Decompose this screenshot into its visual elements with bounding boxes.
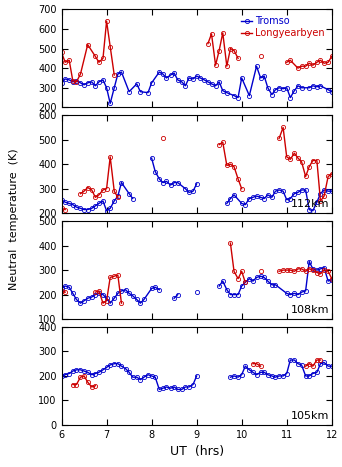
Text: 108km: 108km	[291, 305, 329, 315]
Line: Longyearbyen: Longyearbyen	[60, 19, 116, 84]
Longyearbyen	[71, 78, 75, 84]
Longyearbyen	[108, 44, 112, 50]
Longyearbyen	[105, 18, 109, 24]
Text: Neutral  temperature  (K): Neutral temperature (K)	[9, 149, 19, 290]
Text: 112km: 112km	[291, 199, 329, 209]
Longyearbyen	[67, 57, 71, 63]
Tromso	[90, 79, 94, 85]
Longyearbyen	[86, 42, 90, 48]
Legend: Tromso, Longyearbyen: Tromso, Longyearbyen	[239, 14, 327, 40]
Longyearbyen	[74, 79, 78, 85]
Tromso	[254, 64, 259, 69]
Tromso	[236, 95, 240, 100]
Tromso	[108, 101, 112, 106]
Longyearbyen	[101, 56, 105, 61]
Longyearbyen	[63, 59, 67, 65]
Longyearbyen	[93, 54, 97, 59]
Longyearbyen	[60, 50, 64, 55]
Tromso	[330, 89, 334, 94]
Tromso	[209, 81, 213, 87]
X-axis label: UT  (hrs): UT (hrs)	[170, 446, 224, 459]
Longyearbyen	[112, 72, 116, 78]
Tromso	[176, 77, 180, 83]
Tromso	[60, 80, 64, 85]
Longyearbyen	[97, 59, 101, 65]
Tromso	[232, 93, 236, 99]
Tromso	[195, 73, 199, 79]
Line: Tromso: Tromso	[60, 64, 334, 106]
Longyearbyen	[78, 71, 82, 77]
Text: 105km: 105km	[291, 411, 329, 421]
